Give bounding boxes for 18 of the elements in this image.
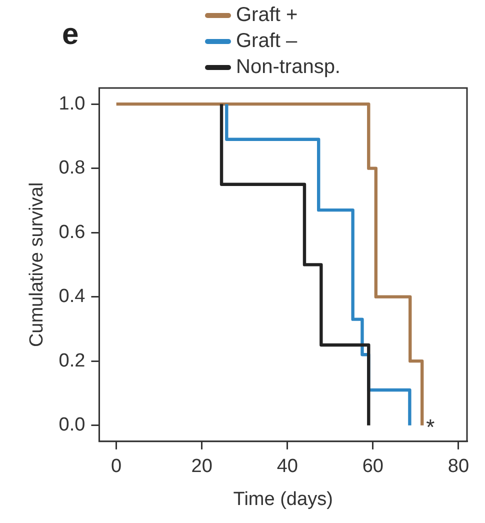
y-tick-label: 0.0 bbox=[58, 414, 86, 436]
x-tick-label: 20 bbox=[191, 456, 212, 478]
y-tick-label: 1.0 bbox=[58, 93, 86, 114]
x-tick-label: 40 bbox=[276, 456, 298, 478]
x-axis-title: Time (days) bbox=[233, 488, 333, 510]
x-tick-label: 80 bbox=[448, 456, 470, 478]
y-tick-label: 0.4 bbox=[58, 286, 86, 308]
x-tick-label: 60 bbox=[362, 456, 384, 478]
y-axis-title: Cumulative survival bbox=[26, 182, 48, 348]
legend-label: Graft – bbox=[236, 30, 298, 52]
y-tick-label: 0.2 bbox=[58, 350, 86, 372]
legend-label: Non-transp. bbox=[236, 56, 340, 78]
annotation: * bbox=[426, 414, 436, 440]
y-tick-label: 0.8 bbox=[58, 158, 86, 179]
x-tick-label: 0 bbox=[111, 456, 122, 478]
text: e bbox=[62, 18, 79, 52]
y-tick-label: 0.6 bbox=[58, 222, 86, 243]
legend-label: Graft + bbox=[236, 4, 298, 26]
